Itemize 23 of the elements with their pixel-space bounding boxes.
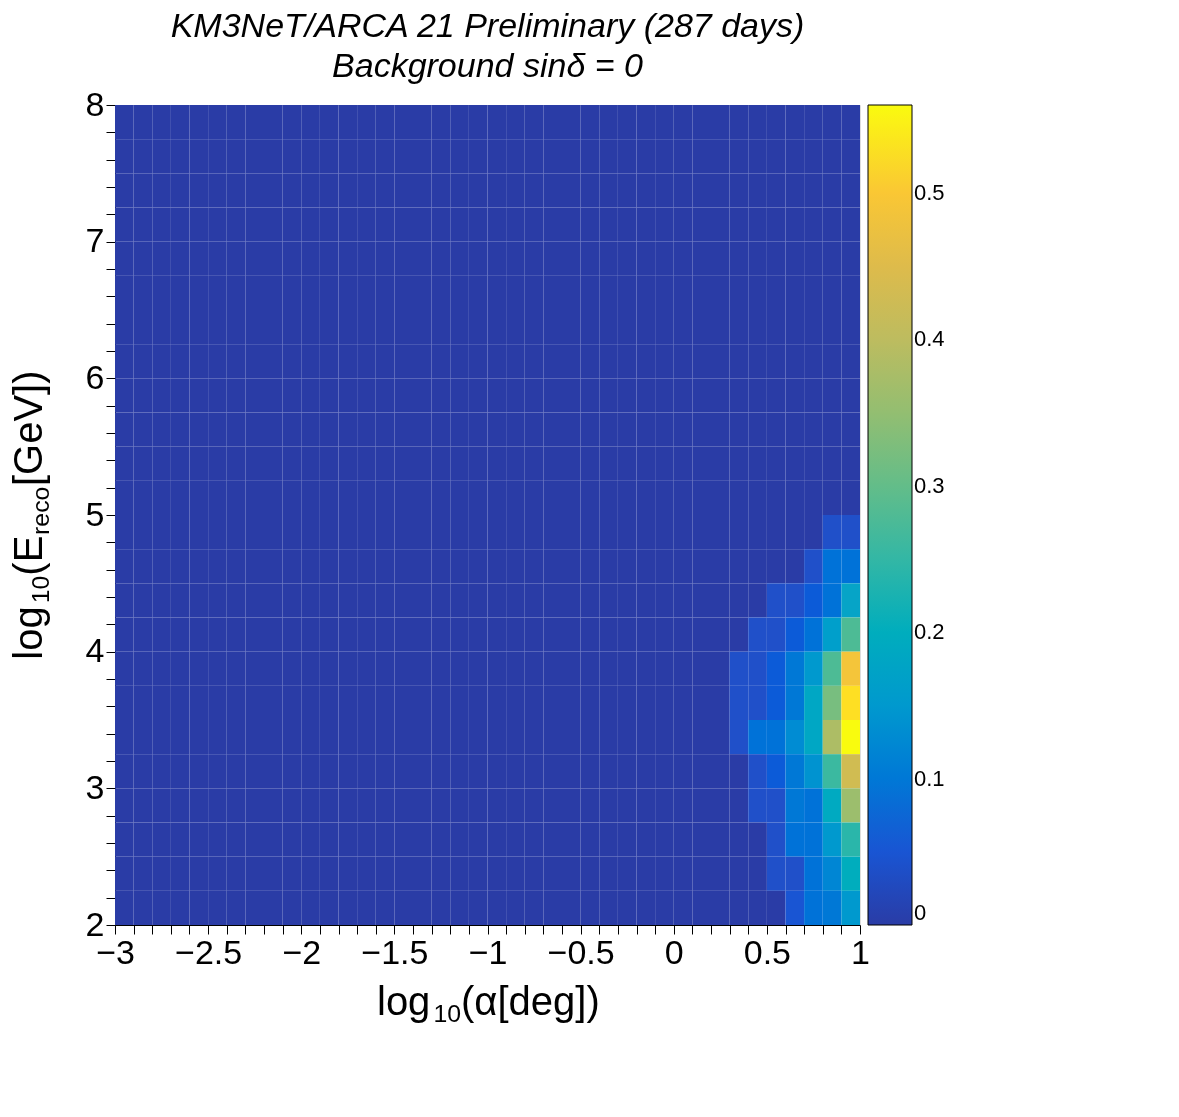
x-tick-label: 0.5 — [743, 932, 792, 971]
color-bar-label: 0.4 — [914, 326, 945, 352]
color-bar-label: 0.2 — [914, 619, 945, 645]
color-bar-label: 0 — [914, 900, 927, 925]
y-axis-title: log10(Ereco[GeV]) — [6, 370, 54, 660]
color-bar-label: 0.3 — [914, 472, 945, 498]
y-tick-label: 7 — [85, 221, 105, 260]
y-tick-label: 6 — [85, 357, 105, 396]
chart-title: KM3NeT/ARCA 21 Preliminary (287 days) — [170, 6, 805, 44]
color-bar-label: 0.5 — [914, 179, 945, 205]
x-tick-label: −0.5 — [547, 932, 615, 971]
x-tick-label: 1 — [851, 932, 870, 971]
x-tick-label: −2 — [282, 932, 322, 971]
x-tick-label: 0 — [664, 932, 684, 971]
y-tick-label: 4 — [85, 631, 105, 670]
y-tick-label: 3 — [85, 767, 105, 806]
x-tick-label: −2.5 — [175, 932, 243, 971]
color-bar-label: 0.1 — [914, 765, 945, 791]
x-tick-label: −1.5 — [361, 932, 429, 971]
x-tick-label: −1 — [468, 932, 508, 971]
y-tick-label: 5 — [85, 494, 105, 533]
y-tick-label: 8 — [85, 84, 105, 123]
chart-subtitle: Background sinδ = 0 — [332, 46, 644, 84]
